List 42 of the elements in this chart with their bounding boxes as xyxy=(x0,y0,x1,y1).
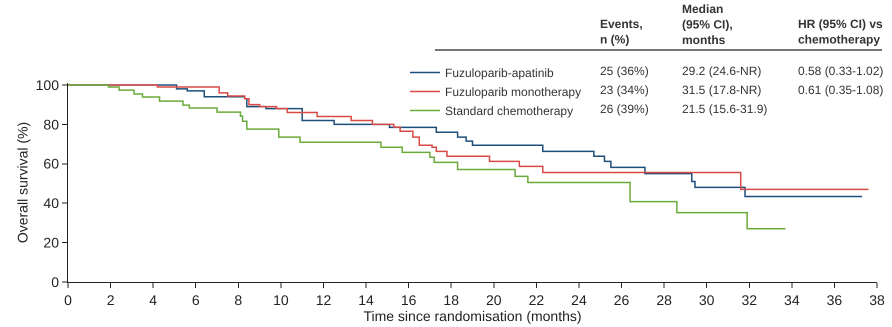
x-tick-label: 16 xyxy=(400,292,417,308)
text: 29.2 (24.6-NR) xyxy=(682,64,762,78)
x-tick-label: 8 xyxy=(234,292,242,308)
text: Events, n (%) xyxy=(600,17,643,47)
annotation: 23 (34%) xyxy=(600,83,649,97)
x-tick-label: 12 xyxy=(316,292,332,308)
annotation: 26 (39%) xyxy=(600,102,649,116)
x-tick-label: 28 xyxy=(656,292,672,308)
x-axis-title: Time since randomisation (months) xyxy=(363,308,582,324)
x-tick-label: 10 xyxy=(273,292,289,308)
x-tick-label: 2 xyxy=(106,292,115,308)
y-tick-label: 40 xyxy=(43,195,60,212)
y-tick-label: 0 xyxy=(51,274,60,290)
x-tick-label: 4 xyxy=(149,292,158,308)
text: HR (95% CI) vs chemotherapy xyxy=(798,17,884,47)
text: Median (95% CI), months xyxy=(682,2,733,48)
annotation: 21.5 (15.6-31.9) xyxy=(682,102,768,116)
y-tick-label: 80 xyxy=(43,116,60,132)
x-tick-label: 0 xyxy=(64,292,72,308)
x-tick-label: 30 xyxy=(698,292,715,308)
x-tick-label: 26 xyxy=(614,292,630,308)
x-tick-label: 38 xyxy=(869,292,885,308)
y-tick-label: 100 xyxy=(36,76,60,93)
x-tick-label: 24 xyxy=(571,292,587,308)
text: 25 (36%) xyxy=(600,64,649,78)
legend-label: Fuzuloparib monotherapy xyxy=(445,85,582,100)
y-tick-label: 60 xyxy=(43,156,60,172)
annotation: 0.61 (0.35-1.08) xyxy=(798,83,884,97)
legend-label: Standard chemotherapy xyxy=(445,104,574,118)
x-tick-label: 20 xyxy=(486,292,502,308)
x-tick-label: 34 xyxy=(784,292,800,308)
annotation: 31.5 (17.8-NR) xyxy=(682,83,762,97)
x-tick-label: 22 xyxy=(528,292,544,308)
x-tick-label: 18 xyxy=(443,292,460,308)
y-axis-title: Overall survival (%) xyxy=(14,122,30,244)
x-tick-label: 36 xyxy=(826,292,842,308)
legend-label: Fuzuloparib-apatinib xyxy=(445,66,554,80)
x-tick-label: 6 xyxy=(192,292,200,308)
x-tick-label: 14 xyxy=(358,292,374,308)
text: 0.58 (0.33-1.02) xyxy=(798,64,884,78)
x-tick-label: 32 xyxy=(741,292,758,308)
y-tick-label: 20 xyxy=(43,234,60,250)
